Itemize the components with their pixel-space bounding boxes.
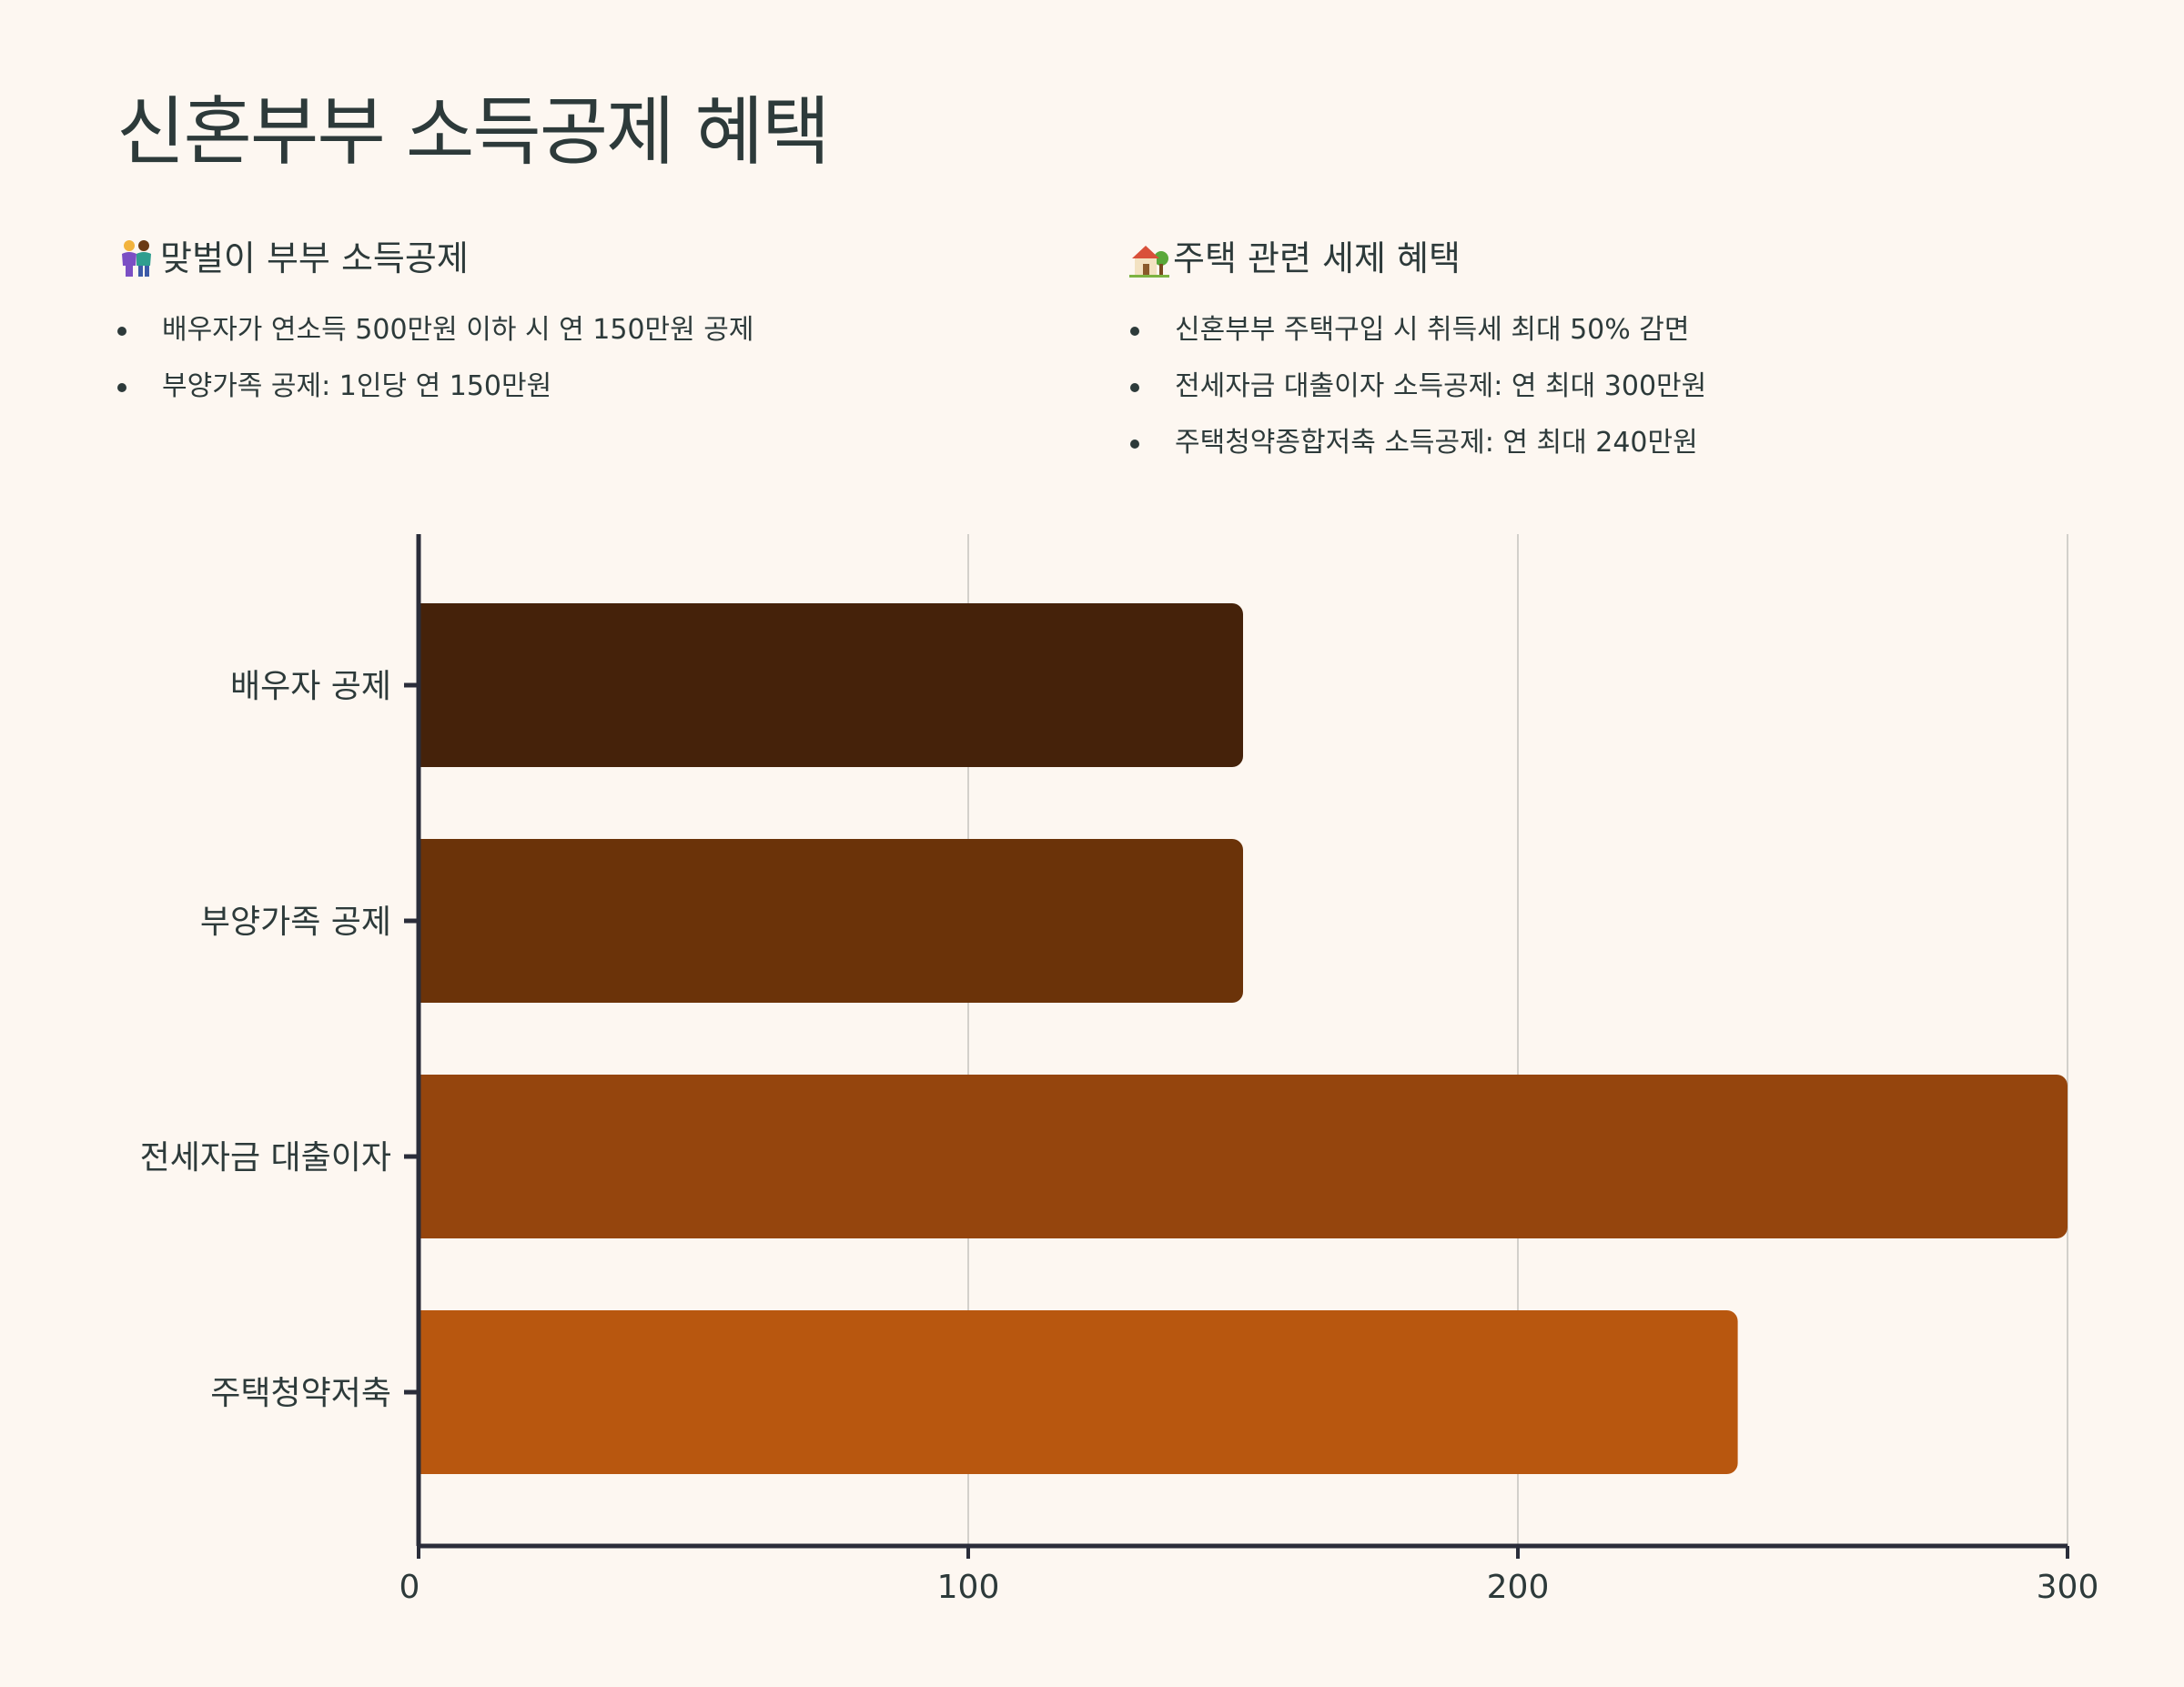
couple-icon: [116, 238, 157, 278]
bar: [419, 603, 1243, 767]
x-tick-label: 100: [937, 1569, 1000, 1606]
section-heading: 주택 관련 세제 혜택: [1129, 233, 1706, 284]
list-item-text: 신혼부부 주택구입 시 취득세 최대 50% 감면: [1175, 314, 1690, 346]
x-tick-label: 300: [2037, 1569, 2099, 1606]
bullet-icon: [1130, 383, 1139, 392]
bar-base: [419, 603, 431, 767]
house-icon: [1129, 238, 1169, 278]
list-item-text: 부양가족 공제: 1인당 연 150만원: [162, 370, 552, 402]
list-item: 전세자금 대출이자 소득공제: 연 최대 300만원: [1129, 359, 1706, 415]
category-label: 전세자금 대출이자: [140, 1139, 391, 1177]
list-item: 배우자가 연소득 500만원 이하 시 연 150만원 공제: [116, 302, 753, 359]
list-item: 부양가족 공제: 1인당 연 150만원: [116, 359, 753, 415]
dual-income-section: 맞벌이 부부 소득공제 배우자가 연소득 500만원 이하 시 연 150만원 …: [116, 233, 753, 415]
bar-base: [419, 1310, 431, 1474]
bullet-icon: [117, 327, 126, 336]
x-tick-label: 200: [1487, 1569, 1550, 1606]
bullet-icon: [117, 383, 126, 392]
bar: [419, 1310, 1738, 1474]
x-tick-label: 0: [399, 1569, 420, 1606]
list-item-text: 배우자가 연소득 500만원 이하 시 연 150만원 공제: [162, 314, 754, 346]
section-heading-text: 주택 관련 세제 혜택: [1173, 238, 1461, 278]
bar: [419, 839, 1243, 1003]
section-heading: 맞벌이 부부 소득공제: [116, 233, 753, 284]
bar: [419, 1075, 2068, 1238]
list-item: 주택청약종합저축 소득공제: 연 최대 240만원: [1129, 415, 1706, 471]
bullet-icon: [1130, 327, 1139, 336]
list-item-text: 전세자금 대출이자 소득공제: 연 최대 300만원: [1175, 370, 1707, 402]
bullet-list: 신혼부부 주택구입 시 취득세 최대 50% 감면 전세자금 대출이자 소득공제…: [1129, 302, 1706, 471]
list-item: 신혼부부 주택구입 시 취득세 최대 50% 감면: [1129, 302, 1706, 359]
page-title: 신혼부부 소득공제 혜택: [116, 89, 831, 176]
bar-base: [419, 839, 431, 1003]
bar-base: [419, 1075, 431, 1238]
bullet-list: 배우자가 연소득 500만원 이하 시 연 150만원 공제 부양가족 공제: …: [116, 302, 753, 415]
section-heading-text: 맞벌이 부부 소득공제: [160, 238, 469, 278]
category-label: 배우자 공제: [230, 668, 391, 705]
bullet-icon: [1130, 439, 1139, 449]
category-label: 부양가족 공제: [200, 904, 391, 941]
category-label: 주택청약저축: [210, 1375, 391, 1412]
list-item-text: 주택청약종합저축 소득공제: 연 최대 240만원: [1175, 427, 1698, 459]
housing-section: 주택 관련 세제 혜택 신혼부부 주택구입 시 취득세 최대 50% 감면 전세…: [1129, 233, 1706, 471]
